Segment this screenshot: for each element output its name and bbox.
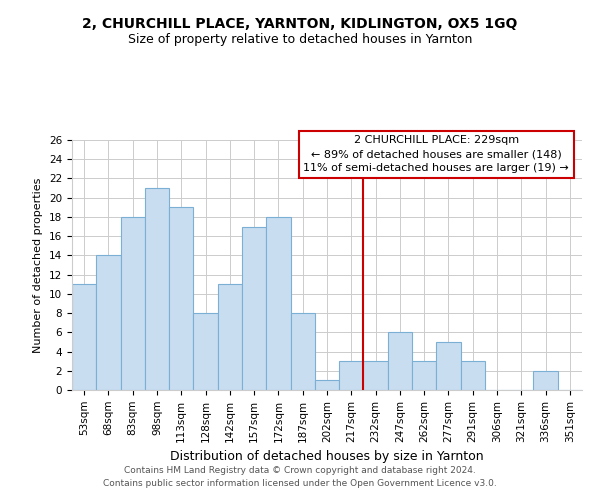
- Text: 2 CHURCHILL PLACE: 229sqm
← 89% of detached houses are smaller (148)
11% of semi: 2 CHURCHILL PLACE: 229sqm ← 89% of detac…: [304, 136, 569, 173]
- Bar: [145, 188, 169, 390]
- Y-axis label: Number of detached properties: Number of detached properties: [34, 178, 43, 352]
- Bar: [242, 226, 266, 390]
- Text: Contains HM Land Registry data © Crown copyright and database right 2024.
Contai: Contains HM Land Registry data © Crown c…: [103, 466, 497, 487]
- Bar: [266, 217, 290, 390]
- Bar: [533, 371, 558, 390]
- Bar: [72, 284, 96, 390]
- Text: Size of property relative to detached houses in Yarnton: Size of property relative to detached ho…: [128, 32, 472, 46]
- Bar: [315, 380, 339, 390]
- Bar: [461, 361, 485, 390]
- Bar: [412, 361, 436, 390]
- Bar: [364, 361, 388, 390]
- Bar: [339, 361, 364, 390]
- Bar: [121, 217, 145, 390]
- Bar: [169, 208, 193, 390]
- X-axis label: Distribution of detached houses by size in Yarnton: Distribution of detached houses by size …: [170, 450, 484, 463]
- Bar: [218, 284, 242, 390]
- Bar: [96, 256, 121, 390]
- Bar: [290, 313, 315, 390]
- Bar: [388, 332, 412, 390]
- Text: 2, CHURCHILL PLACE, YARNTON, KIDLINGTON, OX5 1GQ: 2, CHURCHILL PLACE, YARNTON, KIDLINGTON,…: [82, 18, 518, 32]
- Bar: [436, 342, 461, 390]
- Bar: [193, 313, 218, 390]
